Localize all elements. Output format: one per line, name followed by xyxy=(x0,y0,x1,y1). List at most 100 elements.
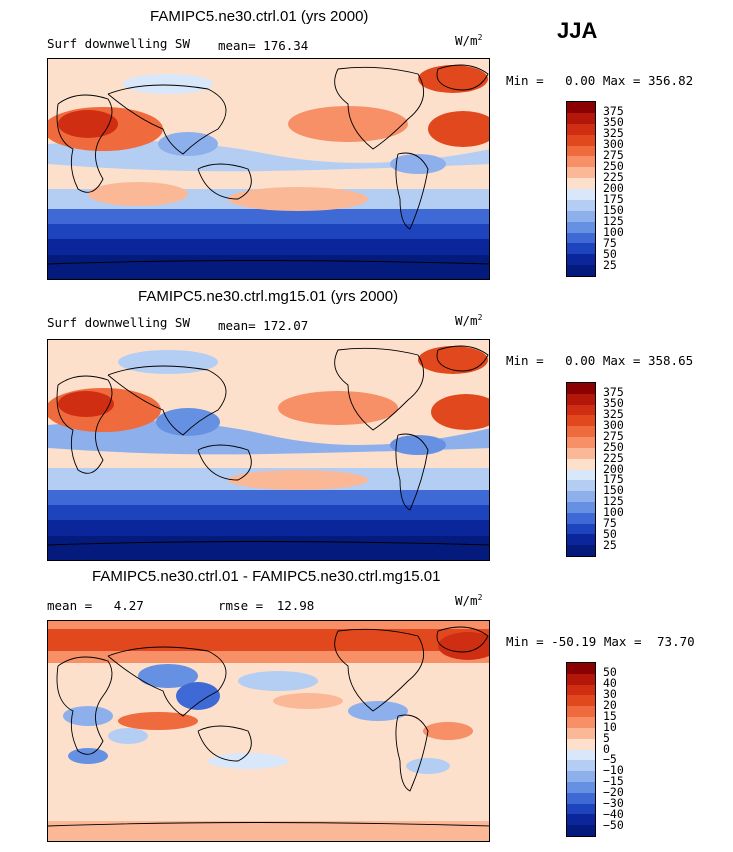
colorbar-swatch xyxy=(567,232,595,244)
colorbar-tick-label: 30 xyxy=(603,686,617,701)
colorbar-tick-label: 325 xyxy=(603,126,624,140)
panel2-units-sup: 2 xyxy=(477,313,483,322)
colorbar-swatch xyxy=(567,178,595,189)
panel1-map xyxy=(47,58,490,280)
colorbar-swatch xyxy=(567,112,595,124)
panel2-map-svg xyxy=(48,340,489,560)
panel2-map xyxy=(47,339,490,561)
colorbar-swatch xyxy=(567,458,595,470)
colorbar-swatch xyxy=(567,189,595,200)
colorbar-tick-label: 25 xyxy=(603,538,617,553)
colorbar-swatch xyxy=(567,684,595,696)
colorbar-tick-label: 275 xyxy=(603,148,624,162)
colorbar-tick-label: 350 xyxy=(603,115,624,129)
colorbar-tick-label: 40 xyxy=(603,675,617,690)
colorbar-tick-label: 15 xyxy=(603,708,617,723)
panel2-colorbar xyxy=(566,382,596,557)
panel1-mean-value: 176.34 xyxy=(263,38,309,53)
colorbar-tick-label: −40 xyxy=(603,807,624,822)
panel3-rmse-value: 12.98 xyxy=(276,598,315,613)
panel3-minmax: Min = -50.19 Max = 73.70 xyxy=(506,634,695,649)
panel2-minmax: Min = 0.00 Max = 358.65 xyxy=(506,353,693,368)
colorbar-tick-label: −50 xyxy=(603,818,624,833)
colorbar-swatch xyxy=(567,825,595,836)
colorbar-swatch xyxy=(567,781,595,793)
colorbar-swatch xyxy=(567,545,595,556)
colorbar-tick-label: 20 xyxy=(603,697,617,712)
colorbar-swatch xyxy=(567,134,595,146)
colorbar-tick-label: 150 xyxy=(603,483,624,498)
panel3-units-sup: 2 xyxy=(477,593,483,602)
panel1-map-svg xyxy=(48,59,489,279)
panel1-min-label: Min = xyxy=(506,73,544,88)
panel3-units: W/m2 xyxy=(455,593,482,608)
panel2-units: W/m2 xyxy=(455,313,482,328)
colorbar-swatch xyxy=(567,447,595,459)
colorbar-swatch xyxy=(567,663,595,674)
colorbar-tick-label: 275 xyxy=(603,428,624,443)
colorbar-swatch xyxy=(567,534,595,546)
panel3-mean-value: 4.27 xyxy=(113,598,144,613)
colorbar-tick-label: 5 xyxy=(603,730,610,745)
panel2-title: FAMIPC5.ne30.ctrl.mg15.01 (yrs 2000) xyxy=(138,288,399,305)
panel3-colorbar xyxy=(566,662,596,837)
colorbar-swatch xyxy=(567,480,595,492)
colorbar-tick-label: 325 xyxy=(603,406,624,421)
colorbar-swatch xyxy=(567,383,595,394)
colorbar-tick-label: 375 xyxy=(603,104,624,118)
colorbar-swatch xyxy=(567,501,595,513)
colorbar-tick-label: 375 xyxy=(603,384,624,399)
colorbar-swatch xyxy=(567,491,595,502)
colorbar-tick-label: 0 xyxy=(603,741,610,756)
colorbar-tick-label: 100 xyxy=(603,225,624,239)
colorbar-swatch xyxy=(567,265,595,276)
colorbar-swatch xyxy=(567,695,595,707)
colorbar-tick-label: −20 xyxy=(603,785,624,800)
colorbar-swatch xyxy=(567,760,595,772)
colorbar-tick-label: 200 xyxy=(603,461,624,476)
panel3-map xyxy=(47,620,490,842)
panel1-max-label: Max = xyxy=(602,73,641,88)
panel3-mean: mean = 4.27 xyxy=(47,598,144,613)
colorbar-swatch xyxy=(567,792,595,804)
colorbar-tick-label: 200 xyxy=(603,181,624,195)
panel2-max-label: Max = xyxy=(602,353,641,368)
panel3-rmse: rmse = 12.98 xyxy=(218,598,314,613)
colorbar-swatch xyxy=(567,771,595,782)
panel1-units-sup: 2 xyxy=(477,33,483,42)
panel2-mean: mean= 172.07 xyxy=(218,318,308,333)
panel3-map-svg xyxy=(48,621,489,841)
colorbar-swatch xyxy=(567,167,595,179)
panel2-mean-label: mean= xyxy=(218,318,256,333)
panel2-max-value: 358.65 xyxy=(647,353,694,368)
colorbar-tick-label: 225 xyxy=(603,170,624,184)
colorbar-swatch xyxy=(567,523,595,535)
colorbar-tick-label: 100 xyxy=(603,505,624,520)
panel1-min-value: 0.00 xyxy=(565,73,596,88)
colorbar-swatch xyxy=(567,199,595,211)
panel2-variable: Surf downwelling SW xyxy=(47,315,190,330)
panel2-units-text: W/m xyxy=(455,313,478,329)
colorbar-swatch xyxy=(567,221,595,233)
colorbar-tick-label: 350 xyxy=(603,395,624,410)
panel3-min-label: Min = xyxy=(506,634,544,649)
panel1-mean: mean= 176.34 xyxy=(218,38,308,53)
panel1-units: W/m2 xyxy=(455,33,482,48)
colorbar-tick-label: 225 xyxy=(603,450,624,465)
panel1-mean-label: mean= xyxy=(218,38,256,53)
colorbar-swatch xyxy=(567,738,595,750)
colorbar-tick-label: 300 xyxy=(603,137,624,151)
colorbar-tick-label: 175 xyxy=(603,192,624,206)
colorbar-tick-label: 50 xyxy=(603,247,617,261)
colorbar-tick-label: 250 xyxy=(603,159,624,173)
colorbar-swatch xyxy=(567,727,595,739)
panel1-title: FAMIPC5.ne30.ctrl.01 (yrs 2000) xyxy=(150,8,369,25)
panel3-mean-label: mean = xyxy=(47,598,93,613)
colorbar-tick-label: 25 xyxy=(603,258,617,272)
colorbar-swatch xyxy=(567,210,595,222)
panel2-min-value: 0.00 xyxy=(565,353,596,368)
panel1-minmax: Min = 0.00 Max = 356.82 xyxy=(506,73,693,88)
colorbar-tick-label: 75 xyxy=(603,516,617,531)
colorbar-swatch xyxy=(567,145,595,157)
colorbar-tick-label: 75 xyxy=(603,236,617,250)
